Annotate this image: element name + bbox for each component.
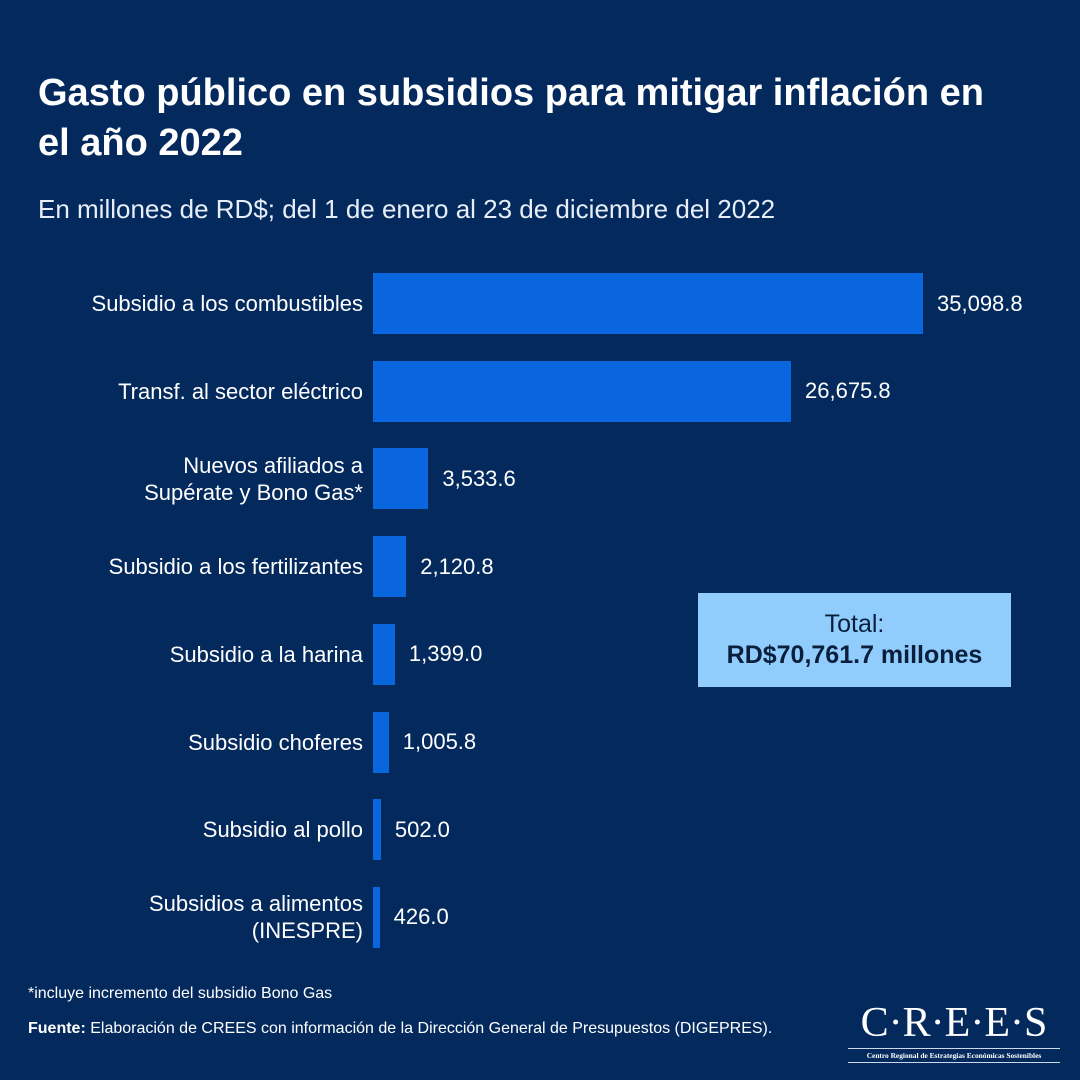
source-text: Elaboración de CREES con información de … [85,1020,773,1037]
chart-title: Gasto público en subsidios para mitigar … [38,72,984,164]
source-note: Fuente: Elaboración de CREES con informa… [28,1018,808,1039]
category-label: Transf. al sector eléctrico [118,378,363,404]
chart-subtitle: En millones de RD$; del 1 de enero al 23… [38,194,776,224]
footnote: *incluye incremento del subsidio Bono Ga… [28,985,333,1002]
value-label: 35,098.8 [937,290,1023,316]
category-label: Nuevos afiliados a Supérate y Bono Gas* [144,452,363,505]
bar [373,886,380,948]
bar [373,711,389,773]
bar [373,273,923,334]
total-label: Total: [824,610,885,638]
category-label: Subsidio a la harina [169,641,363,667]
category-label: Subsidio al pollo [202,817,363,843]
bar [373,448,429,510]
logo-wordmark: C·R·E·E·S [860,1000,1048,1046]
bar [373,536,407,598]
category-label: Subsidio choferes [188,729,363,755]
logo-tagline: Centro Regional de Estrategias Económica… [848,1048,1060,1063]
crees-logo: C·R·E·E·S Centro Regional de Estrategias… [848,1000,1060,1063]
value-label: 1,399.0 [408,641,483,667]
total-box: Total: RD$70,761.7 millones [698,593,1011,687]
category-label: Subsidio a los fertilizantes [108,554,363,580]
value-label: 502.0 [394,816,450,842]
total-value: RD$70,761.7 millones [726,641,983,669]
value-label: 3,533.6 [442,465,516,491]
bar [373,623,395,685]
bar [373,799,381,861]
value-label: 2,120.8 [420,553,494,579]
source-label: Fuente: [28,1020,86,1037]
value-label: 1,005.8 [402,729,477,754]
value-label: 26,675.8 [805,378,891,404]
category-label: Subsidios a alimentos (INESPRE) [148,891,363,944]
bar [373,360,791,422]
category-label: Subsidio a los combustibles [91,291,363,316]
value-label: 426.0 [393,904,449,930]
